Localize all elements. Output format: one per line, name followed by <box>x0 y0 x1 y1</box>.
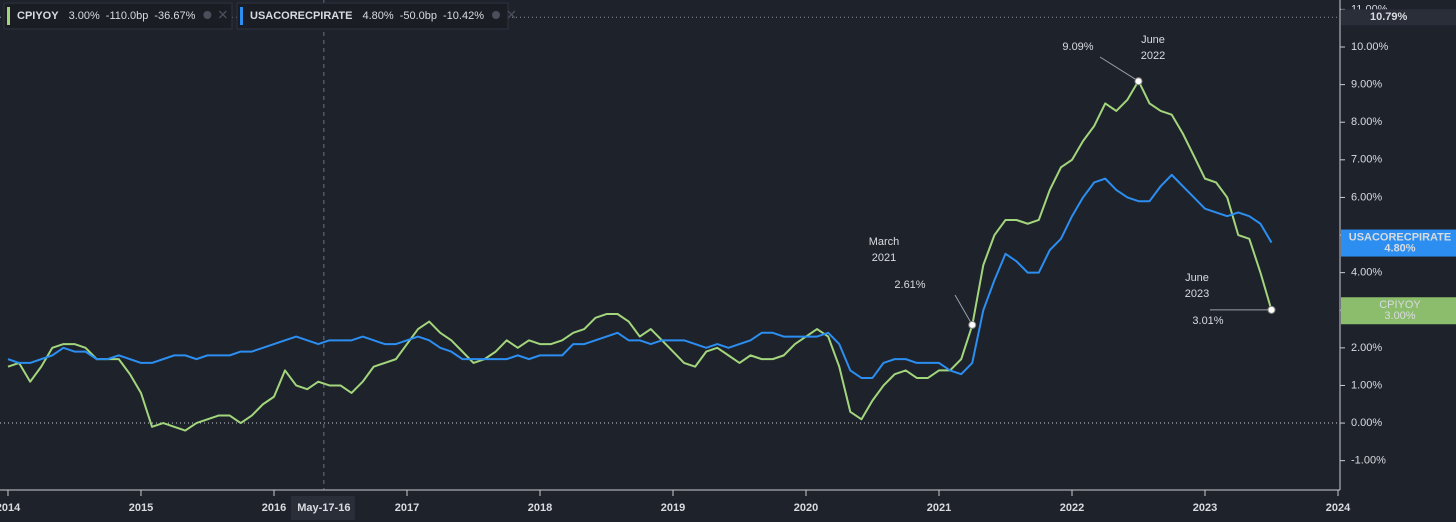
last-value-tag <box>1341 297 1456 325</box>
x-tick-label: 2014 <box>0 502 21 514</box>
x-tick-label: 2018 <box>528 502 552 514</box>
x-tick-label: 2022 <box>1060 502 1084 514</box>
annotation-date: March <box>869 236 900 248</box>
annotation-date: June <box>1185 272 1209 284</box>
x-tick-label: 2015 <box>129 502 153 514</box>
y-tick-label: 2.00% <box>1351 342 1382 354</box>
legend-value: -110.0bp <box>106 10 149 22</box>
legend-value: -10.42% <box>443 10 484 22</box>
legend-value: 4.80% <box>362 10 393 22</box>
annotation-point <box>968 320 977 329</box>
y-tick-label: 8.00% <box>1351 116 1382 128</box>
x-tick-label: 2017 <box>395 502 419 514</box>
last-value-tag <box>1341 229 1456 257</box>
legend-icon <box>491 11 500 19</box>
annotation-date: 2023 <box>1185 288 1209 300</box>
legend-icon <box>203 11 212 19</box>
legend-value: 3.00% <box>69 10 100 22</box>
annotation-value: 9.09% <box>1062 41 1093 53</box>
series-line <box>7 173 1273 379</box>
legend-value: -36.67% <box>154 10 195 22</box>
legend-box <box>3 2 233 30</box>
annotation-date: 2021 <box>872 252 896 264</box>
legend-swatch <box>7 7 10 25</box>
crosshair-x-box <box>290 496 355 520</box>
legend-close <box>507 10 516 19</box>
annotation-date: 2022 <box>1141 50 1165 62</box>
crosshair-y-label: 10.79% <box>1370 11 1408 23</box>
crosshair-y-box <box>1341 9 1456 26</box>
last-value-name: USACORECPIRATE <box>1349 231 1451 243</box>
legend-value: -50.0bp <box>400 10 437 22</box>
legend-close <box>218 10 227 19</box>
legend-name: CPIYOY <box>17 10 59 22</box>
x-tick-label: 2016 <box>262 502 286 514</box>
y-tick-label: 9.00% <box>1351 79 1382 91</box>
y-tick-label: 1.00% <box>1351 379 1382 391</box>
x-tick-label: 2020 <box>794 502 818 514</box>
series-line <box>7 79 1273 432</box>
crosshair-x-label: May-17-16 <box>297 502 350 514</box>
y-tick-label: 10.00% <box>1351 41 1389 53</box>
y-tick-label: 7.00% <box>1351 154 1382 166</box>
last-value-label: 4.80% <box>1384 242 1415 254</box>
y-tick-label: 4.00% <box>1351 267 1382 279</box>
annotation-value: 3.01% <box>1192 315 1223 327</box>
annotation-date: June <box>1141 34 1165 46</box>
legend-name: USACORECPIRATE <box>250 10 352 22</box>
y-tick-label: -1.00% <box>1351 455 1386 467</box>
overlay: 9.09% June 2022 2.61% March 2021 3.01% June 2023… <box>3 2 1456 520</box>
x-tick-label: 2021 <box>927 502 951 514</box>
last-value-label: 3.00% <box>1384 310 1415 322</box>
y-tick-label: 0.00% <box>1351 417 1382 429</box>
legend-box <box>236 2 509 30</box>
annotation-point <box>1134 77 1143 86</box>
plot-area <box>0 0 1340 490</box>
x-tick-label: 2023 <box>1193 502 1217 514</box>
annotation-point <box>1267 305 1276 314</box>
annotation-leader <box>1099 56 1139 82</box>
last-value-name: CPIYOY <box>1379 299 1421 311</box>
annotation-value: 2.61% <box>894 279 925 291</box>
annotation-leader <box>954 294 973 326</box>
x-tick-label: 2019 <box>661 502 685 514</box>
legend-swatch <box>240 7 243 25</box>
y-tick-label: 6.00% <box>1351 191 1382 203</box>
x-tick-label: 2024 <box>1326 502 1351 514</box>
